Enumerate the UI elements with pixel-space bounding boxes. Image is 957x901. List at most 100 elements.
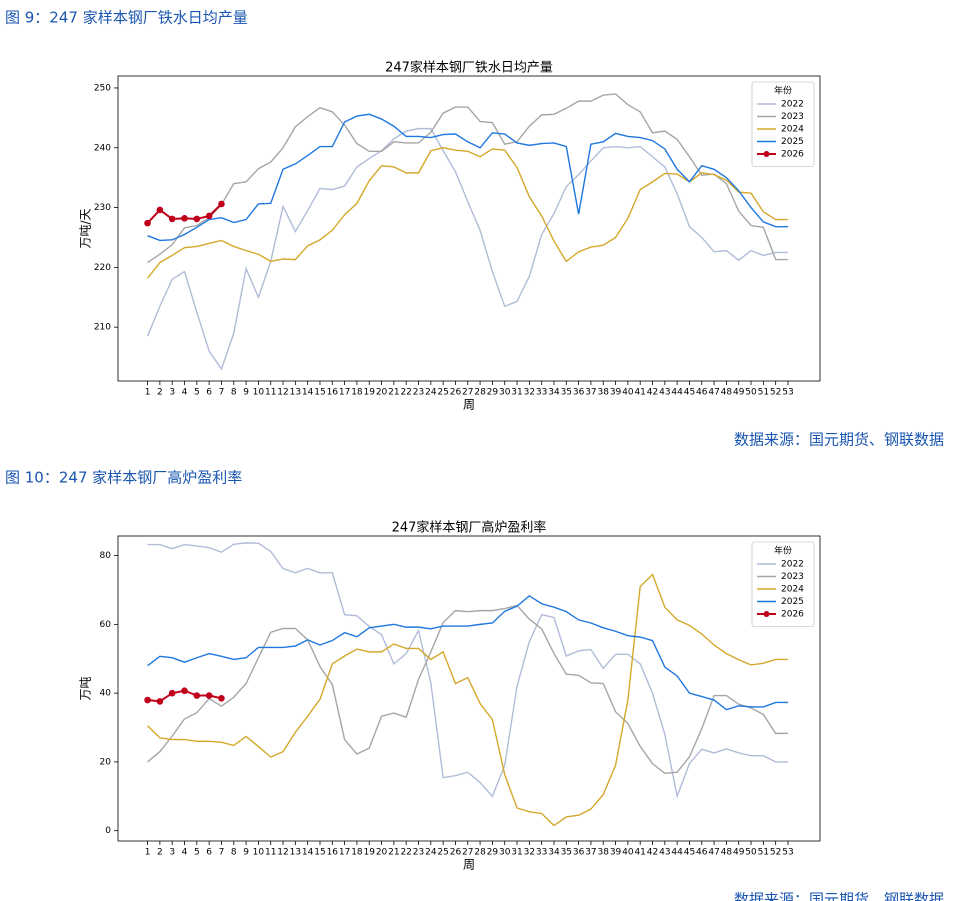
x-axis-label: 周	[463, 398, 475, 412]
x-tick-label: 36	[573, 848, 585, 858]
x-tick-label: 3	[169, 848, 175, 858]
series-point	[144, 696, 151, 704]
series-line	[147, 573, 788, 827]
x-tick-label: 42	[647, 848, 658, 858]
x-tick-label: 45	[684, 388, 695, 398]
x-tick-label: 19	[364, 848, 376, 858]
x-tick-label: 51	[758, 388, 769, 398]
x-tick-label: 44	[671, 848, 683, 858]
x-tick-label: 10	[253, 848, 265, 858]
legend-label: 2026	[781, 150, 804, 160]
x-tick-label: 29	[487, 848, 499, 858]
series-point	[218, 200, 225, 208]
y-tick-label: 40	[100, 689, 112, 699]
plot-frame	[117, 535, 821, 842]
y-axis-label: 万吨/天	[79, 208, 93, 248]
y-tick-label: 20	[100, 757, 112, 767]
x-tick-label: 12	[277, 388, 288, 398]
legend-title: 年份	[774, 545, 792, 557]
x-tick-label: 25	[437, 388, 448, 398]
y-tick-label: 220	[94, 263, 111, 273]
x-tick-label: 31	[511, 388, 522, 398]
chart-title: 247家样本钢厂铁水日均产量	[385, 60, 553, 76]
legend-marker	[763, 611, 770, 617]
legend-label: 2022	[781, 560, 804, 570]
x-tick-label: 46	[696, 388, 708, 398]
x-tick-label: 50	[745, 848, 757, 858]
x-tick-label: 49	[733, 388, 745, 398]
x-tick-label: 38	[598, 848, 610, 858]
x-tick-label: 15	[314, 848, 325, 858]
x-tick-label: 15	[314, 388, 325, 398]
x-tick-label: 1	[145, 848, 151, 858]
series-point	[168, 215, 176, 223]
x-tick-label: 20	[376, 848, 388, 858]
x-tick-label: 27	[462, 388, 473, 398]
x-tick-label: 10	[253, 388, 265, 398]
x-tick-label: 9	[243, 388, 249, 398]
x-tick-label: 30	[499, 848, 511, 858]
x-tick-label: 26	[450, 388, 462, 398]
legend-label: 2025	[781, 597, 804, 607]
chart-title: 247家样本钢厂高炉盈利率	[392, 520, 547, 536]
x-tick-label: 51	[758, 848, 769, 858]
y-tick-label: 240	[94, 143, 111, 153]
x-tick-label: 38	[598, 388, 610, 398]
x-tick-label: 13	[290, 388, 301, 398]
series-line	[147, 147, 788, 279]
x-tick-label: 34	[548, 848, 560, 858]
legend-label: 2023	[781, 572, 804, 582]
legend-label: 2022	[781, 100, 804, 110]
x-tick-label: 47	[708, 388, 719, 398]
series-point	[193, 215, 201, 223]
x-tick-label: 25	[437, 848, 448, 858]
x-tick-label: 12	[277, 848, 288, 858]
x-tick-label: 39	[610, 388, 622, 398]
x-tick-label: 2	[157, 848, 163, 858]
x-tick-label: 28	[474, 848, 486, 858]
y-tick-label: 0	[105, 826, 111, 836]
x-tick-label: 30	[499, 388, 511, 398]
x-tick-label: 17	[339, 388, 350, 398]
x-tick-label: 26	[450, 848, 462, 858]
x-tick-label: 5	[194, 388, 200, 398]
series-point	[144, 219, 151, 227]
x-tick-label: 39	[610, 848, 622, 858]
x-tick-label: 14	[302, 848, 314, 858]
legend-marker	[763, 151, 770, 157]
series-point	[156, 206, 164, 214]
x-tick-label: 24	[425, 848, 437, 858]
x-tick-label: 33	[536, 848, 547, 858]
x-tick-label: 34	[548, 388, 560, 398]
source: 数据来源：国元期货、钢联数据	[734, 891, 944, 901]
x-tick-label: 23	[413, 388, 424, 398]
series-point	[205, 212, 213, 220]
x-tick-label: 27	[462, 848, 473, 858]
plot-frame	[117, 75, 821, 382]
x-tick-label: 11	[265, 848, 276, 858]
x-tick-label: 6	[206, 848, 212, 858]
x-tick-label: 40	[622, 848, 634, 858]
x-tick-label: 48	[721, 848, 733, 858]
x-tick-label: 29	[487, 388, 499, 398]
caption: 图 10：247 家样本钢厂高炉盈利率	[5, 469, 242, 487]
x-tick-label: 33	[536, 388, 547, 398]
x-tick-label: 42	[647, 388, 658, 398]
x-tick-label: 32	[524, 848, 535, 858]
series-point	[218, 694, 225, 702]
x-tick-label: 21	[388, 848, 399, 858]
x-tick-label: 45	[684, 848, 695, 858]
x-tick-label: 6	[206, 388, 212, 398]
x-tick-label: 16	[327, 848, 339, 858]
caption: 图 9：247 家样本钢厂铁水日均产量	[5, 9, 248, 27]
series-line	[147, 113, 788, 242]
x-axis-label: 周	[463, 858, 475, 872]
x-tick-label: 43	[659, 388, 670, 398]
x-tick-label: 7	[219, 388, 225, 398]
x-tick-label: 3	[169, 388, 175, 398]
series-point	[193, 692, 201, 699]
x-tick-label: 52	[770, 848, 781, 858]
x-tick-label: 21	[388, 388, 399, 398]
x-tick-label: 13	[290, 848, 301, 858]
